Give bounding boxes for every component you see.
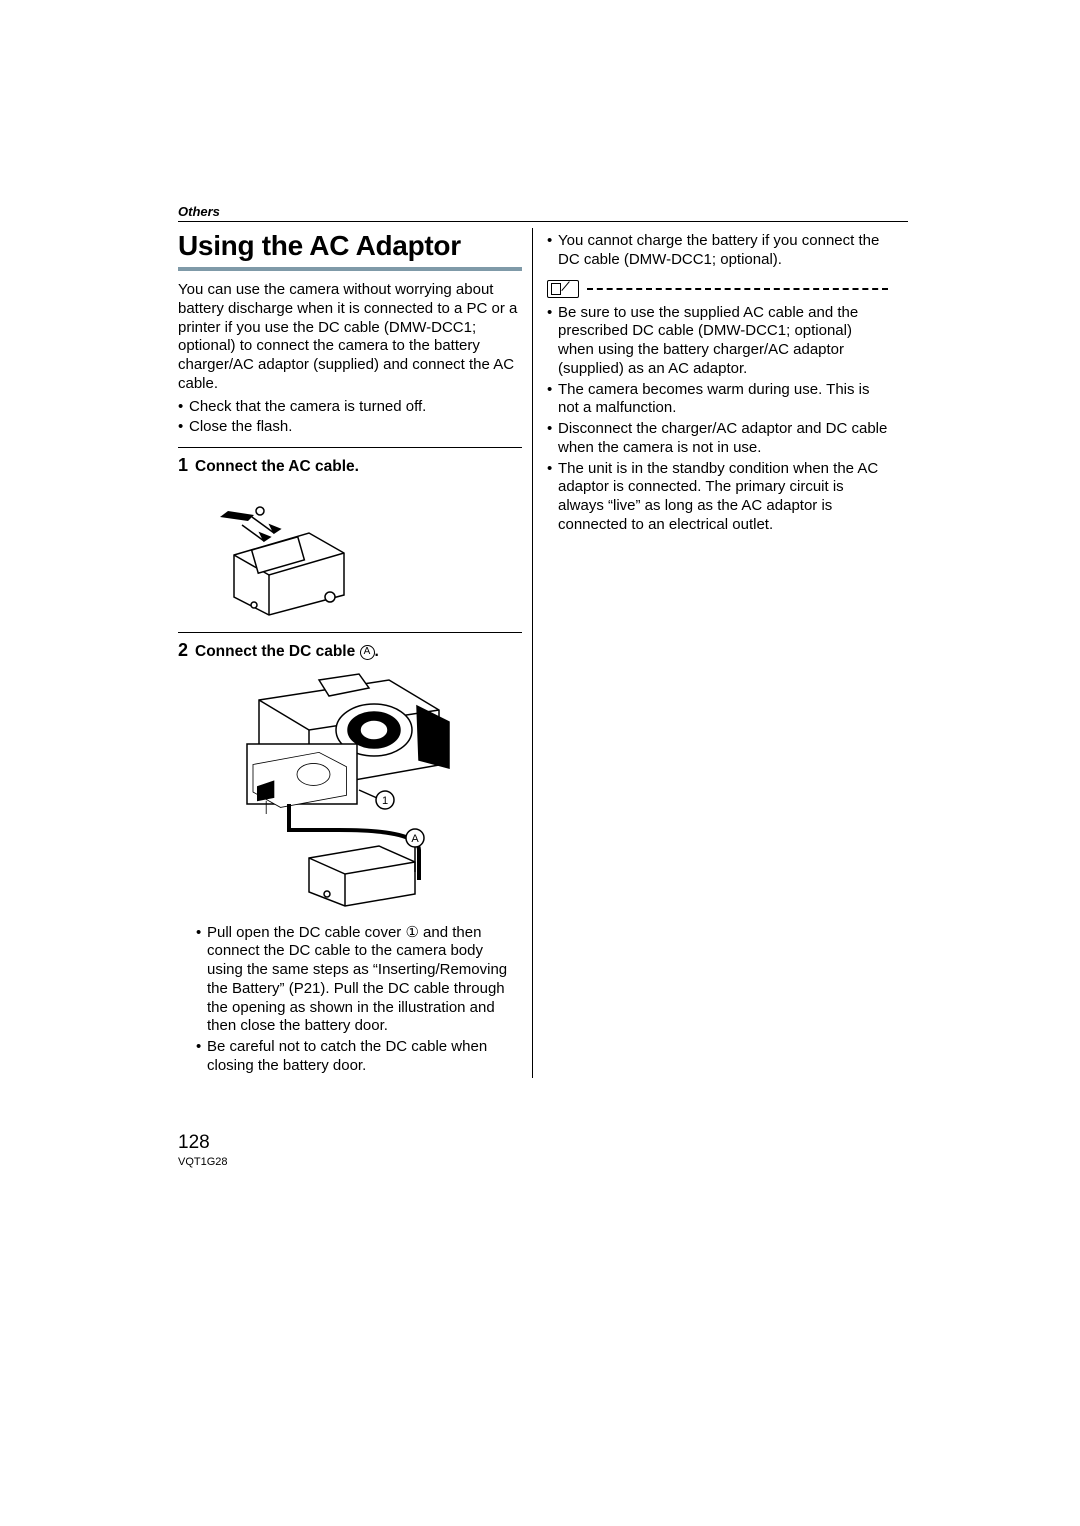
intro-bullet: Close the flash.	[178, 418, 522, 437]
header-rule	[178, 221, 908, 222]
callout-marker-a: A	[360, 645, 375, 660]
document-code: VQT1G28	[178, 1156, 228, 1168]
dash-line	[587, 288, 888, 290]
left-column: Using the AC Adaptor You can use the cam…	[178, 228, 533, 1078]
separator-rule	[178, 447, 522, 448]
camera-dc-cable-illustration: 1 A	[219, 670, 481, 914]
page-footer: 128 VQT1G28	[178, 1132, 228, 1168]
separator-rule	[178, 632, 522, 633]
intro-paragraph: You can use the camera without worrying …	[178, 281, 522, 394]
step-2-heading: 2 Connect the DC cable A.	[178, 639, 522, 662]
right-top-bullet: You cannot charge the battery if you con…	[547, 232, 888, 270]
note-bullet: The camera becomes warm during use. This…	[547, 381, 888, 419]
figure-2: 1 A	[178, 670, 522, 914]
step-2-bullet: Pull open the DC cable cover ① and then …	[196, 924, 522, 1037]
title-underline	[178, 267, 522, 271]
figure-1	[178, 485, 522, 623]
section-header-label: Others	[178, 204, 908, 219]
step-number: 2	[178, 639, 188, 662]
page-number: 128	[178, 1132, 228, 1154]
step-text: Connect the AC cable.	[195, 457, 359, 476]
step-text-pre: Connect the DC cable	[195, 643, 360, 660]
note-bullet: Be sure to use the supplied AC cable and…	[547, 304, 888, 379]
step-number: 1	[178, 454, 188, 477]
step-text-post: .	[375, 643, 379, 660]
step-2-bullet: Be careful not to catch the DC cable whe…	[196, 1038, 522, 1076]
svg-text:A: A	[411, 833, 419, 845]
intro-bullet-list: Check that the camera is turned off. Clo…	[178, 398, 522, 438]
charger-illustration	[214, 485, 364, 623]
right-column: You cannot charge the battery if you con…	[533, 228, 888, 1078]
right-top-bullet-list: You cannot charge the battery if you con…	[547, 232, 888, 270]
step-2-bullet-list: Pull open the DC cable cover ① and then …	[196, 924, 522, 1076]
note-bullet: The unit is in the standby condition whe…	[547, 460, 888, 535]
svg-text:1: 1	[382, 795, 388, 807]
note-bullet-list: Be sure to use the supplied AC cable and…	[547, 304, 888, 535]
note-icon	[547, 280, 579, 298]
two-column-layout: Using the AC Adaptor You can use the cam…	[178, 228, 908, 1078]
intro-bullet: Check that the camera is turned off.	[178, 398, 522, 417]
step-text: Connect the DC cable A.	[195, 642, 379, 661]
step-1-heading: 1 Connect the AC cable.	[178, 454, 522, 477]
page-title: Using the AC Adaptor	[178, 228, 522, 263]
manual-page: Others Using the AC Adaptor You can use …	[178, 204, 908, 1078]
note-bullet: Disconnect the charger/AC adaptor and DC…	[547, 420, 888, 458]
note-divider	[547, 280, 888, 298]
